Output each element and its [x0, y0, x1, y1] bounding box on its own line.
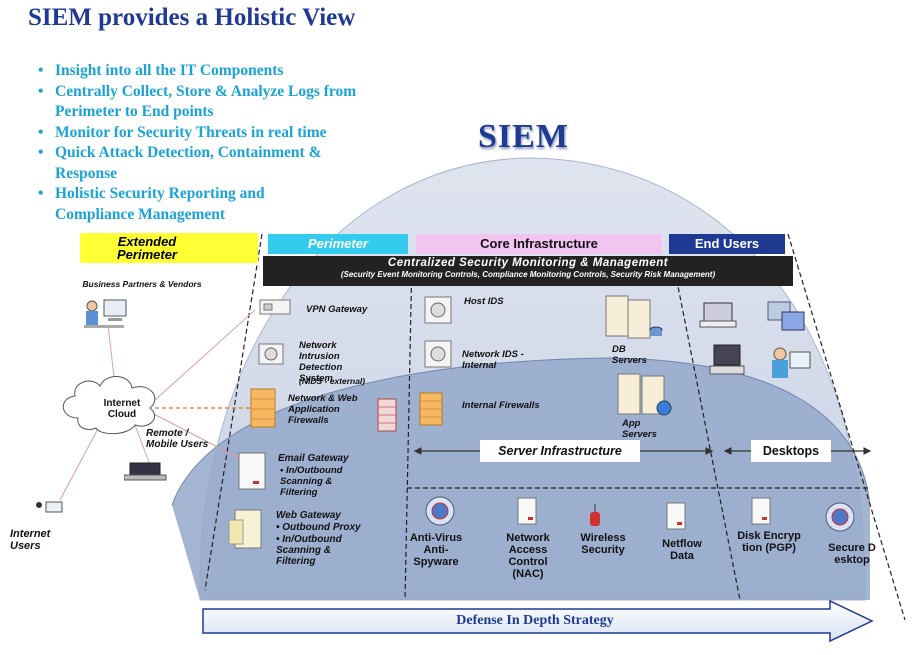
siem-label: SIEM [478, 118, 569, 155]
web-point-text: In/Outbound Scanning & Filtering [276, 534, 342, 567]
internet-users-label: Internet Users [10, 528, 51, 552]
page-title: SIEM provides a Holistic View [28, 4, 356, 31]
bullet-item: Holistic Security Reporting and Complian… [38, 184, 345, 225]
header-label: End Users [694, 236, 760, 251]
server-infrastructure-label: Server Infrastructure [480, 440, 640, 462]
wireless-icon [590, 504, 600, 526]
netflow-label: Netflow Data [662, 538, 702, 562]
secure-desktop-label: Secure Desktop [828, 542, 876, 566]
header-perimeter: Perimeter [268, 234, 408, 254]
wireless-security-label: Wireless Security [580, 532, 626, 556]
internet-cloud-shape [62, 376, 156, 435]
desktops-label: Desktops [751, 440, 831, 462]
siem-dome-inner [172, 358, 870, 600]
user-desktop-icon [772, 347, 811, 378]
host-ids-label: Host IDS [464, 296, 504, 307]
netflow-icon [666, 502, 686, 530]
web-firewall-icon [377, 398, 397, 432]
internet-user-icon [36, 501, 63, 513]
central-bar-subtitle: (Security Event Monitoring Controls, Com… [340, 270, 716, 279]
vpn-gateway-icon [259, 299, 291, 315]
header-end-users: End Users [669, 234, 785, 254]
email-gateway-title: Email Gateway [278, 453, 349, 464]
header-label: Perimeter [308, 236, 368, 251]
nac-label: Network Access Control (NAC) [506, 532, 550, 580]
email-point-text: In/Outbound Scanning & Filtering [280, 465, 343, 498]
bullet-item: Insight into all the IT Components [38, 61, 395, 82]
web-point-text: Outbound Proxy [282, 522, 361, 533]
web-gateway-title: Web Gateway [276, 510, 341, 521]
bullet-item: Monitor for Security Threats in real tim… [38, 123, 395, 144]
workstation-icon [767, 301, 805, 331]
internal-firewalls-label: Internal Firewalls [462, 400, 540, 411]
header-label: Extended Perimeter [117, 234, 177, 262]
internet-cloud-label: Internet Cloud [103, 398, 141, 420]
antivirus-label: Anti-Virus Anti-Spyware [409, 532, 463, 568]
internal-firewall-icon [419, 392, 443, 426]
network-ids-icon [424, 340, 452, 368]
header-core-infrastructure: Core Infrastructure [416, 234, 662, 254]
app-server-icon [617, 373, 672, 416]
nids-label: Network Intrusion Detection System [299, 340, 343, 384]
business-partners-label: Business Partners & Vendors [82, 279, 202, 289]
disk-encryption-label: Disk Encryption (PGP) [737, 530, 801, 554]
desktop-pc-icon [709, 344, 745, 375]
app-servers-label: App Servers [622, 418, 657, 440]
bullet-item: Quick Attack Detection, Containment & Re… [38, 143, 375, 184]
db-servers-label: DB Servers [612, 344, 647, 366]
nac-icon [517, 497, 537, 525]
header-label: Core Infrastructure [480, 236, 598, 251]
nids-sensor-icon [258, 343, 284, 365]
bullet-item: Centrally Collect, Store & Analyze Logs … [38, 82, 375, 123]
network-ids-label: Network IDS - Internal [462, 349, 524, 371]
laptop-icon [124, 462, 167, 481]
host-ids-icon [424, 296, 452, 324]
defense-arrow-shape [202, 599, 874, 643]
firewall-icon [250, 388, 276, 428]
central-bar-title: Centralized Security Monitoring & Manage… [387, 257, 669, 269]
email-gateway-point: • In/Outbound Scanning & Filtering [280, 465, 343, 498]
defense-in-depth-label: Defense In Depth Strategy [456, 613, 614, 628]
nids-note: (NIDS - external) [299, 376, 366, 386]
db-server-icon [605, 295, 663, 339]
remote-users-label: Remote / Mobile Users [146, 428, 209, 450]
waf-label: Network & Web Application Firewalls [288, 393, 358, 426]
antivirus-icon [425, 496, 455, 526]
secure-desktop-icon [825, 502, 855, 532]
bullet-list: Insight into all the IT Components Centr… [38, 61, 395, 225]
header-extended-perimeter: Extended Perimeter [80, 233, 258, 263]
disk-encryption-icon [751, 497, 771, 525]
central-monitoring-bar: Centralized Security Monitoring & Manage… [263, 256, 793, 286]
laptop-icon [699, 302, 737, 328]
vpn-gateway-label: VPN Gateway [306, 304, 368, 315]
email-gateway-icon [238, 452, 266, 490]
web-gateway-icon [228, 509, 262, 549]
web-gateway-point: • In/Outbound Scanning & Filtering [276, 534, 342, 567]
business-partner-icon [84, 299, 127, 328]
web-gateway-point: • Outbound Proxy [276, 522, 361, 533]
